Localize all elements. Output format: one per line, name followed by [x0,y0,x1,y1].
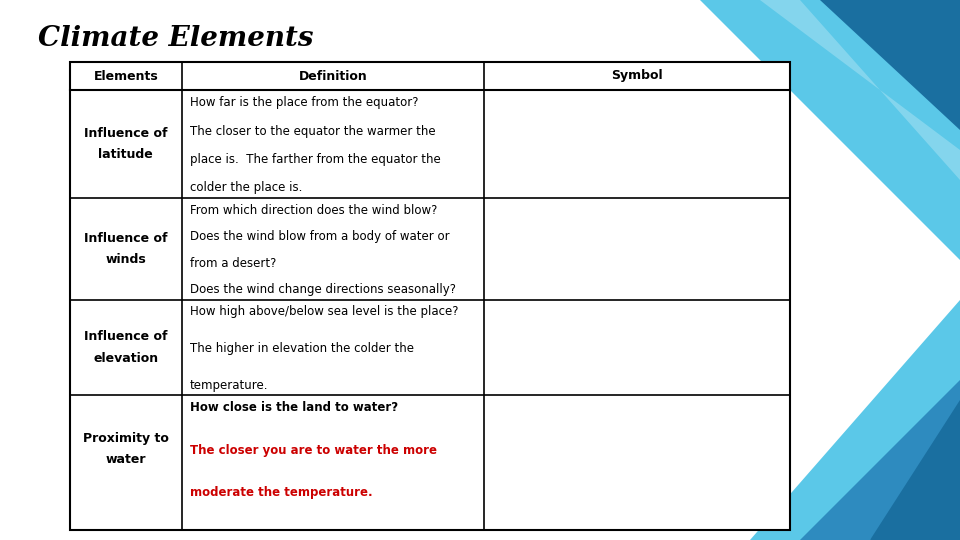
Text: place is.  The farther from the equator the: place is. The farther from the equator t… [189,153,441,166]
Bar [70,62,790,90]
Text: The closer you are to water the more: The closer you are to water the more [189,443,437,457]
Text: How far is the place from the equator?: How far is the place from the equator? [189,97,419,110]
Text: Influence of
latitude: Influence of latitude [84,127,168,161]
Polygon shape [750,300,960,540]
Text: from a desert?: from a desert? [189,257,276,270]
Polygon shape [870,400,960,540]
Text: Symbol: Symbol [612,70,662,83]
Text: colder the place is.: colder the place is. [189,181,302,194]
Text: The closer to the equator the warmer the: The closer to the equator the warmer the [189,125,435,138]
Text: Proximity to
water: Proximity to water [83,432,169,466]
Text: Influence of
elevation: Influence of elevation [84,330,168,365]
Text: Does the wind blow from a body of water or: Does the wind blow from a body of water … [189,230,449,243]
Text: Definition: Definition [299,70,367,83]
Bar [70,62,790,530]
Polygon shape [760,0,960,180]
Text: How high above/below sea level is the place?: How high above/below sea level is the pl… [189,305,458,318]
Polygon shape [800,380,960,540]
Polygon shape [820,0,960,130]
Text: Influence of
winds: Influence of winds [84,232,168,266]
Text: moderate the temperature.: moderate the temperature. [189,485,372,499]
Text: From which direction does the wind blow?: From which direction does the wind blow? [189,204,437,217]
Text: How close is the land to water?: How close is the land to water? [189,401,397,415]
Text: Does the wind change directions seasonally?: Does the wind change directions seasonal… [189,284,456,296]
Polygon shape [700,0,960,260]
Text: temperature.: temperature. [189,379,268,392]
Bar [70,62,790,530]
Text: The higher in elevation the colder the: The higher in elevation the colder the [189,342,414,355]
Text: Elements: Elements [93,70,158,83]
Text: Climate Elements: Climate Elements [38,24,314,51]
